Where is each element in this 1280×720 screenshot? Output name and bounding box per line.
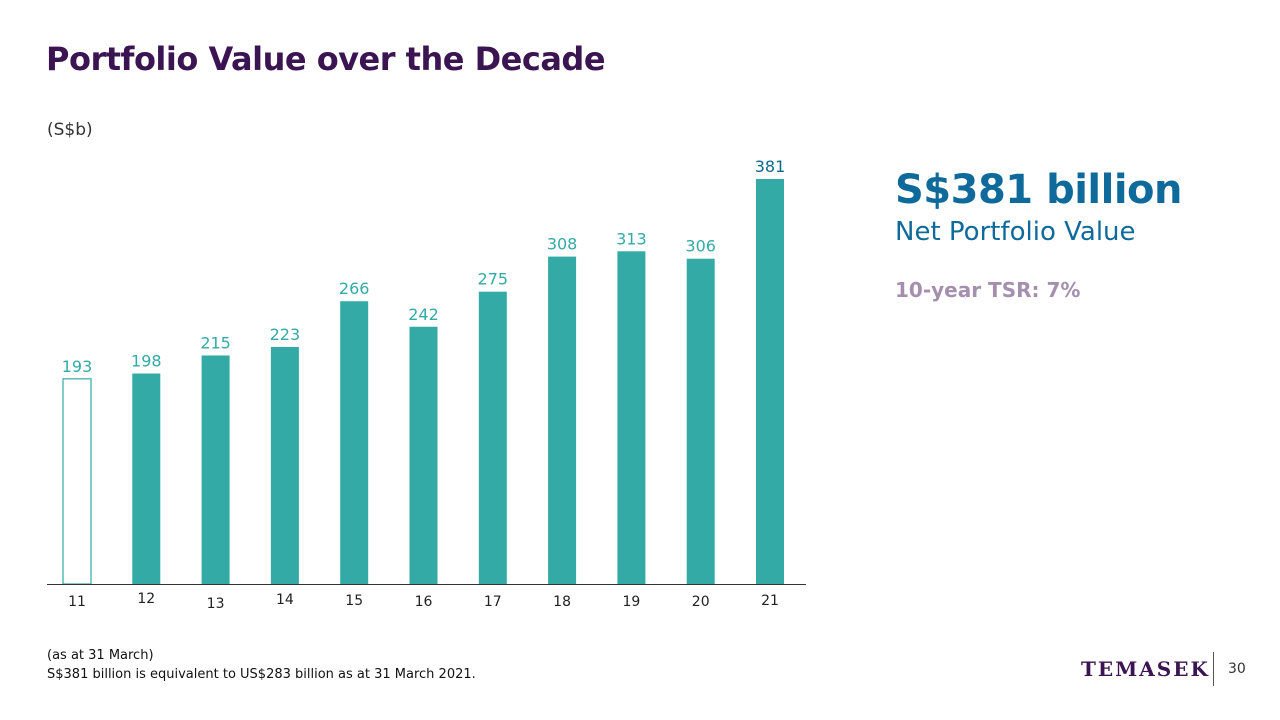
- x-tick-label: 12: [137, 591, 155, 607]
- footnote-line-2: S$381 billion is equivalent to US$283 bi…: [47, 667, 476, 682]
- bar-18: [548, 256, 577, 584]
- unit-label: (S$b): [47, 120, 93, 140]
- x-tick-label: 20: [692, 594, 710, 610]
- x-tick-label: 13: [207, 596, 225, 612]
- footnote: (as at 31 March) S$381 billion is equiva…: [47, 646, 476, 684]
- bar-value-label: 313: [616, 229, 647, 248]
- x-tick-label: 16: [415, 594, 433, 610]
- bar-13: [201, 355, 230, 584]
- tsr-label: 10-year TSR: 7%: [895, 278, 1081, 302]
- bar-16: [409, 326, 438, 584]
- bar-value-label: 275: [478, 270, 509, 289]
- bar-15: [340, 301, 369, 584]
- bar-value-label: 381: [755, 157, 786, 176]
- bar-12: [132, 373, 161, 584]
- x-tick-label: 15: [345, 593, 363, 609]
- highlight-value: S$381 billion: [895, 167, 1183, 213]
- page-number: 30: [1228, 661, 1246, 677]
- bar-chart: 193 198 215 223 266 242 275 308 313 306 381 11 12 13…: [47, 157, 806, 612]
- bar-value-label: 306: [685, 237, 716, 256]
- x-tick-label: 11: [68, 594, 86, 610]
- bar-11: [62, 378, 92, 585]
- x-tick-label: 14: [276, 592, 294, 608]
- highlight-panel: S$381 billion Net Portfolio Value 10-yea…: [895, 166, 1183, 302]
- bar-20: [686, 258, 715, 584]
- bar-value-label: 223: [270, 325, 301, 344]
- bar-value-label: 193: [62, 357, 93, 376]
- temasek-logo: TEMASEK: [1081, 657, 1210, 681]
- bar-value-label: 242: [408, 305, 439, 324]
- x-tick-label: 17: [484, 594, 502, 610]
- bar-value-label: 308: [547, 235, 578, 254]
- x-tick-label: 18: [553, 594, 571, 610]
- x-tick-label: 21: [761, 593, 779, 609]
- bar-19: [617, 251, 646, 585]
- bar-value-label: 266: [339, 279, 370, 298]
- bar-17: [478, 291, 507, 584]
- logo-divider: [1213, 652, 1214, 686]
- footnote-line-1: (as at 31 March): [47, 648, 154, 663]
- bar-value-label: 198: [131, 352, 162, 371]
- highlight-label: Net Portfolio Value: [895, 217, 1136, 247]
- bar-14: [270, 346, 299, 584]
- bar-value-label: 215: [200, 333, 231, 352]
- page-title: Portfolio Value over the Decade: [46, 40, 606, 78]
- bar-21: [756, 179, 784, 584]
- x-tick-label: 19: [622, 594, 640, 610]
